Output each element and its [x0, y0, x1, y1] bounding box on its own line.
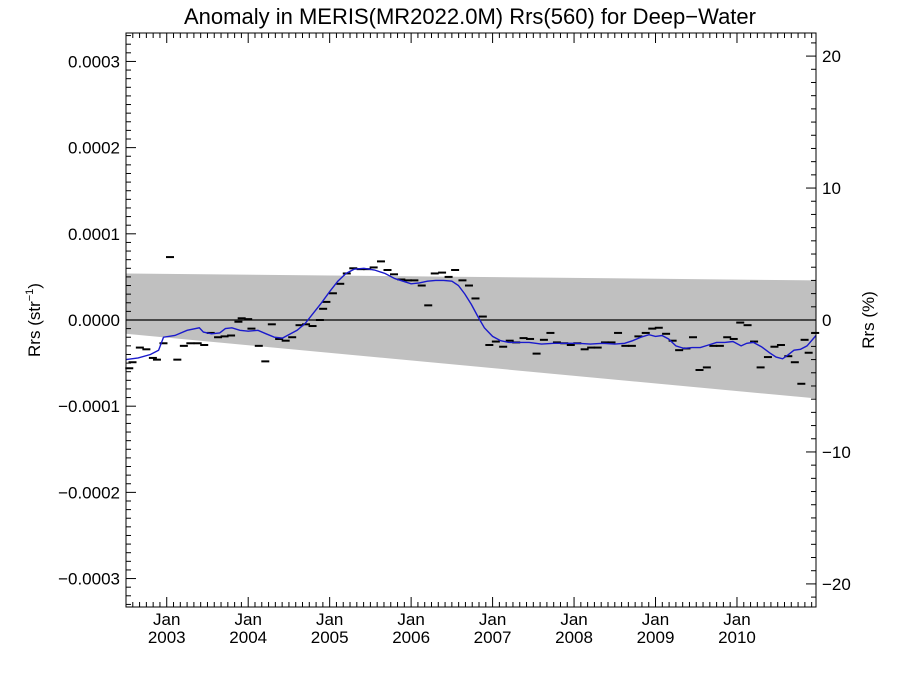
- x-tick-label-month: Jan: [397, 610, 424, 629]
- x-tick-label-month: Jan: [560, 610, 587, 629]
- x-tick-label-month: Jan: [234, 610, 261, 629]
- x-tick-label-year: 2006: [392, 628, 430, 647]
- y-tick-label-right: −10: [822, 443, 851, 462]
- smoothed-line: [126, 267, 816, 361]
- x-tick-label-year: 2004: [229, 628, 267, 647]
- x-tick-label-month: Jan: [723, 610, 750, 629]
- y-tick-label-left: 0.0003: [68, 52, 120, 71]
- x-tick-label-year: 2010: [718, 628, 756, 647]
- y-axis-label-right: Rrs (%): [859, 291, 878, 349]
- x-tick-label-year: 2008: [555, 628, 593, 647]
- x-tick-label-month: Jan: [153, 610, 180, 629]
- y-tick-label-left: 0.0000: [68, 311, 120, 330]
- x-tick-label-month: Jan: [316, 610, 343, 629]
- x-tick-label-month: Jan: [642, 610, 669, 629]
- y-tick-label-left: 0.0001: [68, 225, 120, 244]
- x-tick-label-year: 2009: [637, 628, 675, 647]
- x-tick-label-year: 2005: [311, 628, 349, 647]
- y-tick-label-right: −20: [822, 575, 851, 594]
- y-tick-label-right: 10: [822, 179, 841, 198]
- y-tick-label-left: −0.0002: [58, 483, 120, 502]
- uncertainty-band: [126, 273, 816, 399]
- y-tick-label-left: −0.0003: [58, 570, 120, 589]
- y-tick-label-right: 20: [822, 47, 841, 66]
- y-tick-label-left: 0.0002: [68, 139, 120, 158]
- x-tick-label-year: 2003: [148, 628, 186, 647]
- x-tick-label-month: Jan: [479, 610, 506, 629]
- y-tick-label-left: −0.0001: [58, 397, 120, 416]
- chart-title: Anomaly in MERIS(MR2022.0M) Rrs(560) for…: [184, 4, 756, 29]
- y-axis-label-left: Rrs (str−1): [24, 283, 44, 357]
- plot-area: 0.0003 0.0002 0.0001 0.0000 −0.0001 −0.0002 −0…: [58, 32, 851, 647]
- y-tick-label-right: 0: [822, 311, 831, 330]
- x-tick-label-year: 2007: [474, 628, 512, 647]
